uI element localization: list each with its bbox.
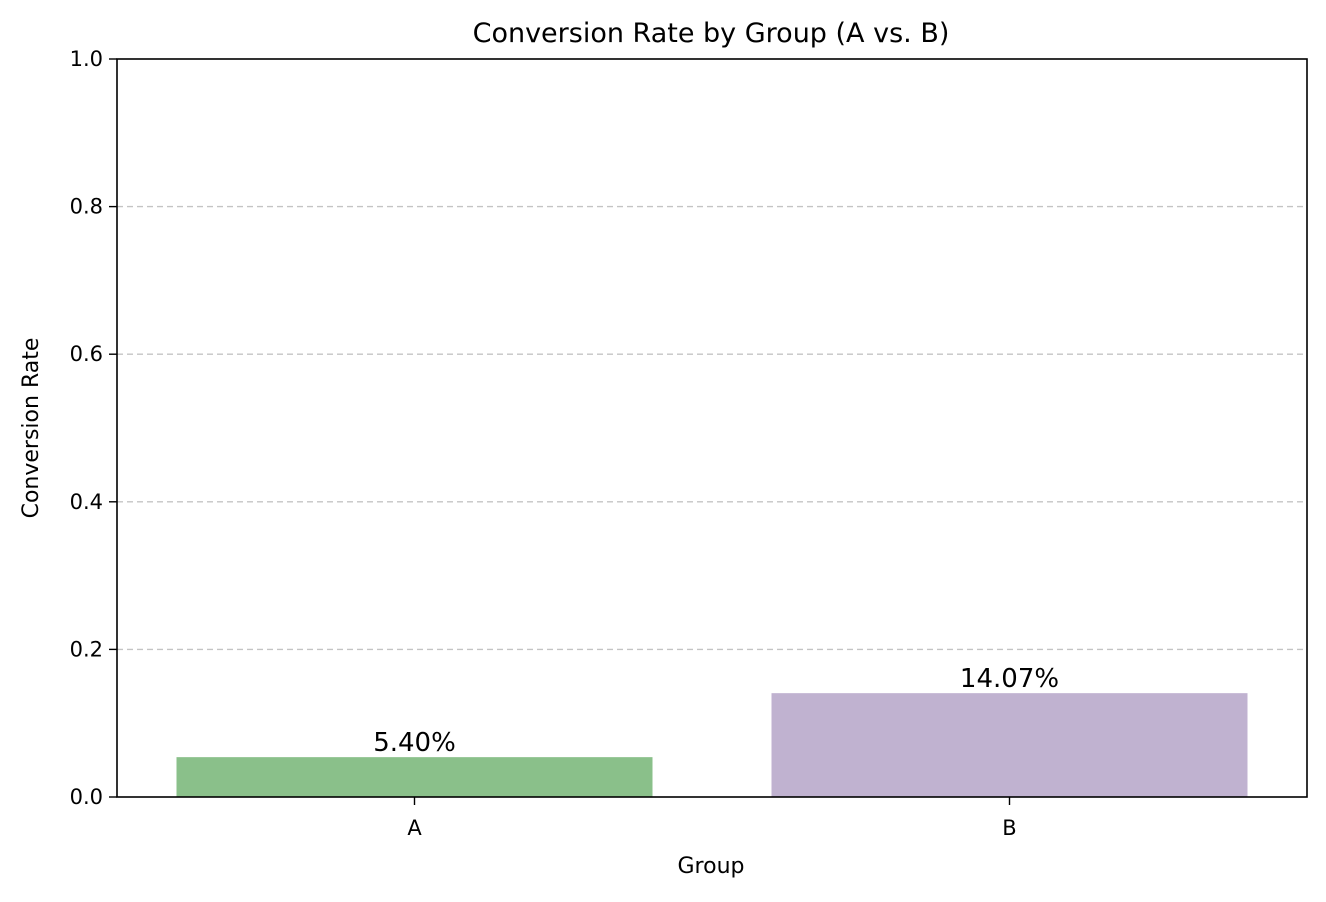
bar-a bbox=[176, 757, 653, 797]
bars bbox=[176, 693, 1248, 797]
y-tick-label: 0.2 bbox=[70, 637, 103, 661]
plot-area-frame bbox=[116, 58, 1308, 798]
data-label-a: 5.40% bbox=[373, 728, 456, 758]
y-tick-label: 1.0 bbox=[70, 47, 103, 71]
x-tick-label-a: A bbox=[407, 816, 422, 840]
x-axis-label: Group bbox=[678, 854, 745, 879]
gridlines bbox=[117, 205, 1307, 651]
chart-title: Conversion Rate by Group (A vs. B) bbox=[473, 18, 950, 49]
data-labels: 5.40% 14.07% bbox=[373, 664, 1059, 758]
bar-b bbox=[771, 693, 1248, 797]
y-tick-label: 0.0 bbox=[70, 785, 103, 809]
y-axis-label: Conversion Rate bbox=[19, 338, 44, 519]
y-tick-label: 0.4 bbox=[70, 490, 103, 514]
y-tick-label: 0.8 bbox=[70, 195, 103, 219]
data-label-b: 14.07% bbox=[960, 664, 1059, 694]
y-tick-label: 0.6 bbox=[70, 342, 103, 366]
x-tick-label-b: B bbox=[1002, 816, 1016, 840]
y-axis-ticks: 0.0 0.2 0.4 0.6 0.8 1.0 bbox=[70, 47, 117, 809]
